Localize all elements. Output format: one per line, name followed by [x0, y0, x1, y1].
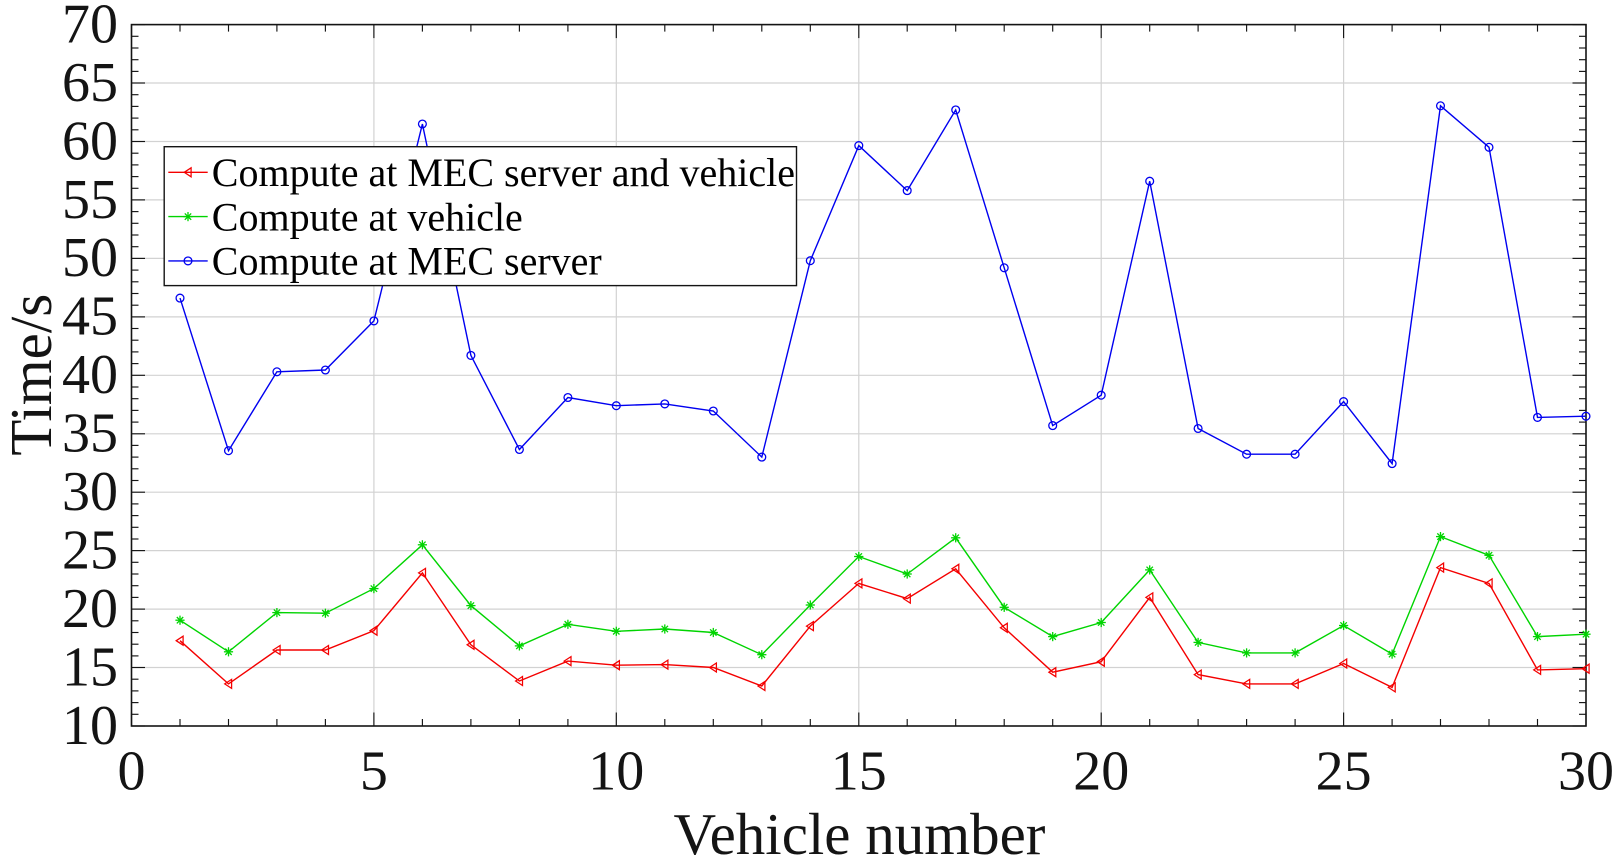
svg-text:Compute at MEC server and vehi: Compute at MEC server and vehicle	[212, 150, 795, 195]
svg-text:25: 25	[1316, 741, 1372, 803]
svg-text:45: 45	[62, 286, 118, 348]
svg-text:30: 30	[1558, 741, 1614, 803]
svg-text:35: 35	[62, 403, 118, 465]
svg-text:30: 30	[62, 461, 118, 523]
svg-text:20: 20	[62, 578, 118, 640]
svg-text:70: 70	[62, 0, 118, 55]
svg-text:50: 50	[62, 227, 118, 289]
svg-text:55: 55	[62, 169, 118, 231]
svg-text:5: 5	[360, 741, 388, 803]
svg-text:10: 10	[62, 695, 118, 757]
svg-text:20: 20	[1073, 741, 1129, 803]
svg-text:65: 65	[62, 52, 118, 114]
svg-text:25: 25	[62, 519, 118, 581]
svg-text:15: 15	[62, 636, 118, 698]
svg-text:Time/s: Time/s	[0, 294, 64, 456]
svg-text:15: 15	[831, 741, 887, 803]
svg-text:Compute at MEC server: Compute at MEC server	[212, 239, 602, 284]
svg-text:Compute at vehicle: Compute at vehicle	[212, 194, 523, 239]
svg-text:0: 0	[118, 741, 146, 803]
svg-text:60: 60	[62, 110, 118, 172]
svg-text:Vehicle number: Vehicle number	[674, 801, 1046, 867]
svg-text:10: 10	[588, 741, 644, 803]
svg-text:40: 40	[62, 344, 118, 406]
